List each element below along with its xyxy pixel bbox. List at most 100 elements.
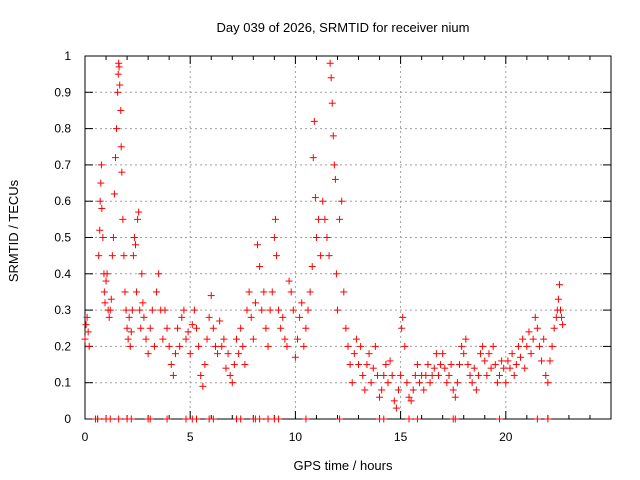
y-axis-label: SRMTID / TECUs (6, 179, 21, 282)
data-point (527, 350, 535, 358)
data-point (270, 234, 278, 241)
data-point (380, 415, 388, 423)
data-point (304, 306, 312, 314)
data-point (359, 371, 367, 379)
data-point (260, 288, 268, 296)
data-point (182, 335, 190, 343)
data-point (119, 215, 127, 223)
x-tick-label: 20 (499, 430, 513, 444)
data-point (205, 313, 213, 321)
data-point (128, 306, 136, 314)
data-point (197, 371, 205, 379)
data-point (470, 364, 478, 372)
data-point (294, 335, 302, 343)
data-point (386, 357, 394, 365)
data-point (131, 241, 139, 249)
data-point (302, 415, 310, 423)
data-point (102, 277, 110, 285)
grid (85, 56, 611, 419)
data-point (308, 263, 316, 271)
data-point (165, 342, 173, 350)
data-point (214, 350, 222, 358)
y-tick-label: 0.6 (54, 194, 71, 208)
data-point (237, 415, 245, 423)
data-point (398, 324, 406, 332)
x-tick-label: 10 (289, 430, 303, 444)
data-point (319, 197, 327, 205)
data-point (456, 361, 464, 369)
data-point (413, 361, 421, 369)
data-point (216, 317, 224, 325)
y-tick-label: 0.3 (54, 303, 71, 317)
data-point (483, 371, 491, 379)
data-point (275, 306, 283, 314)
data-point (390, 397, 398, 405)
data-point (447, 361, 455, 369)
data-point (468, 379, 476, 387)
data-point (517, 353, 525, 361)
data-point (493, 379, 501, 387)
data-point (298, 299, 306, 307)
data-point (94, 415, 102, 423)
data-point (451, 393, 459, 401)
data-points (81, 59, 567, 423)
data-point (218, 342, 226, 350)
data-point (323, 234, 331, 241)
data-point (338, 197, 346, 205)
data-point (495, 415, 503, 423)
data-point (230, 361, 238, 369)
data-point (544, 415, 552, 423)
data-point (500, 364, 508, 372)
data-point (224, 350, 232, 358)
data-point (167, 361, 175, 369)
data-point (178, 313, 186, 321)
data-point (512, 361, 520, 369)
data-point (519, 335, 527, 343)
data-point (275, 415, 283, 423)
data-point (548, 342, 556, 350)
data-point (388, 371, 396, 379)
data-point (344, 342, 352, 350)
data-point (245, 288, 253, 296)
y-tick-label: 1 (64, 49, 71, 63)
data-point (546, 357, 554, 365)
data-point (384, 379, 392, 387)
data-point (115, 415, 123, 423)
data-point (106, 415, 114, 423)
data-point (508, 350, 516, 358)
data-point (557, 306, 565, 314)
data-point (264, 415, 272, 423)
x-axis-label: GPS time / hours (294, 458, 393, 473)
data-point (369, 364, 377, 372)
data-point (311, 194, 319, 202)
y-tick-label: 0.5 (54, 231, 71, 245)
data-point (535, 342, 543, 350)
data-point (312, 234, 320, 241)
data-point (477, 350, 485, 358)
data-point (243, 306, 251, 314)
data-point (296, 313, 304, 321)
data-point (401, 342, 409, 350)
data-point (533, 415, 541, 423)
data-point (115, 63, 123, 71)
data-point (495, 371, 503, 379)
data-point (174, 324, 182, 332)
y-tick-label: 0.4 (54, 267, 71, 281)
data-point (120, 252, 128, 260)
data-point (403, 379, 411, 387)
data-point (529, 335, 537, 343)
data-point (126, 342, 134, 350)
data-point (554, 295, 562, 303)
data-point (186, 350, 194, 358)
data-point (510, 371, 518, 379)
data-point (489, 342, 497, 350)
data-point (114, 70, 122, 78)
data-point (392, 404, 400, 412)
data-point (109, 234, 117, 241)
y-tick-label: 0.7 (54, 158, 71, 172)
data-point (315, 215, 323, 223)
data-point (300, 342, 308, 350)
data-point (336, 215, 344, 223)
data-point (540, 335, 548, 343)
